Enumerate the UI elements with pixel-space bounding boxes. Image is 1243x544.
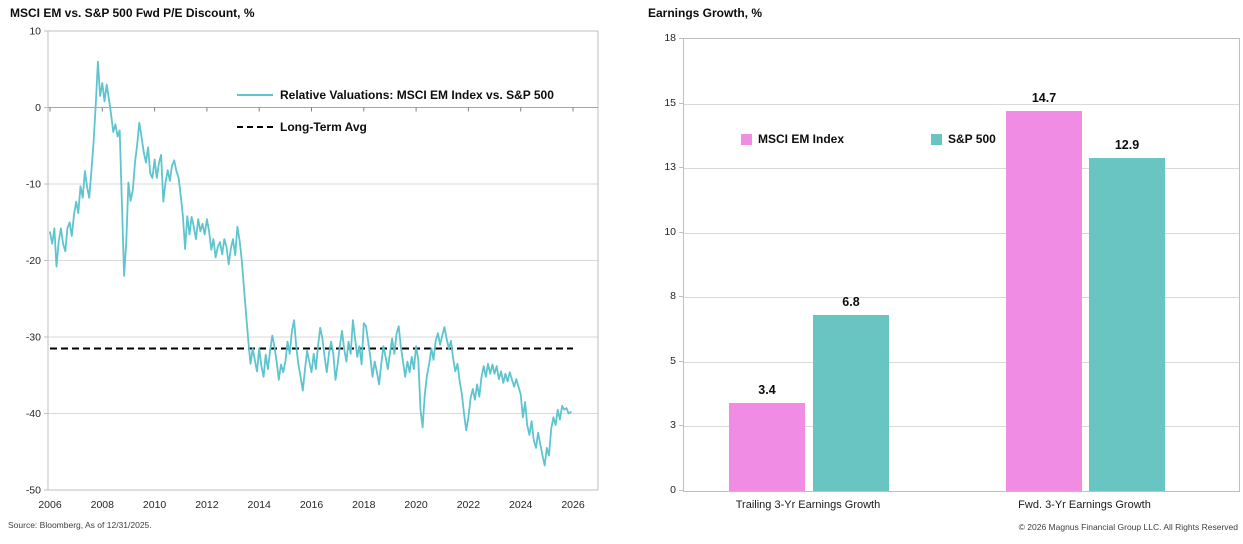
y-axis-tick-label: -30 <box>26 332 41 344</box>
y-axis-tick-label: 10 <box>664 225 676 238</box>
y-axis-tick-label: -10 <box>26 179 41 191</box>
line-legend-item-long-term-avg: Long-Term Avg <box>237 120 367 134</box>
line-legend-label: Relative Valuations: MSCI EM Index vs. S… <box>280 88 554 102</box>
x-axis-tick-label: 2020 <box>404 499 428 511</box>
line-legend-item-relative-valuations: Relative Valuations: MSCI EM Index vs. S… <box>237 88 554 102</box>
y-axis-tick <box>679 167 683 169</box>
x-axis-tick-label: 2022 <box>457 499 481 511</box>
y-axis-tick <box>679 490 683 491</box>
bar-sp500-trailing <box>813 315 889 491</box>
y-axis-tick-label: -20 <box>26 255 41 267</box>
x-axis-tick-label: 2026 <box>561 499 585 511</box>
line-chart-svg: 10 0 -10 -20 -30 -40 -50 2006 2008 2010 2012 2014 20… <box>26 26 599 511</box>
bar-chart-plot-area: MSCI EM Index S&P 500 3.4 6.8 14.7 12.9 <box>683 38 1240 492</box>
bar-value-label: 3.4 <box>758 383 776 398</box>
y-axis-tick-label: 3 <box>670 419 676 432</box>
y-axis-tick-label: 0 <box>670 484 676 496</box>
msci-em-swatch <box>741 133 752 145</box>
y-axis-tick <box>679 360 683 362</box>
bar-chart-title: Earnings Growth, % <box>648 6 763 20</box>
y-axis-tick <box>679 38 683 39</box>
x-axis-category-label: Trailing 3-Yr Earnings Growth <box>735 499 881 511</box>
gridline <box>684 232 1239 234</box>
x-axis-tick-label: 2006 <box>38 499 62 511</box>
y-axis-tick-label: 15 <box>664 96 676 109</box>
bar-msci-em-trailing <box>729 403 805 491</box>
bar-legend-label: MSCI EM Index <box>758 132 845 146</box>
y-axis-tick <box>679 425 683 427</box>
x-axis-tick-label: 2012 <box>195 499 219 511</box>
gridline <box>684 103 1239 105</box>
bar-value-label: 12.9 <box>1114 137 1140 152</box>
bar-value-label: 14.7 <box>1031 91 1057 106</box>
y-axis-tick <box>679 231 683 233</box>
x-axis-tick-label: 2014 <box>248 499 272 511</box>
plot-frame <box>47 30 599 491</box>
x-axis-tick-label: 2018 <box>352 499 376 511</box>
x-axis-category-label: Fwd. 3-Yr Earnings Growth <box>1018 499 1151 511</box>
bar-sp500-fwd <box>1089 157 1165 491</box>
bar-msci-em-fwd <box>1006 111 1082 491</box>
x-axis-tick-label: 2016 <box>300 499 324 511</box>
y-axis-tick-label: -50 <box>26 485 41 497</box>
gridline <box>684 361 1239 363</box>
gridline <box>684 168 1239 170</box>
y-axis-tick <box>679 102 683 104</box>
x-axis-tick-label: 2010 <box>143 499 167 511</box>
x-axis-tick-label: 2008 <box>91 499 115 511</box>
relative-valuations-line <box>49 60 572 467</box>
line-legend-label: Long-Term Avg <box>280 120 367 134</box>
dashed-line-swatch <box>237 126 273 128</box>
source-note: Source: Bloomberg, As of 12/31/2025. <box>8 520 152 530</box>
y-axis-tick-label: 18 <box>664 32 676 44</box>
y-axis-tick <box>679 296 683 298</box>
y-axis-tick-label: 10 <box>29 26 41 38</box>
y-axis-tick-label: 0 <box>35 102 41 114</box>
teal-line-swatch <box>237 94 273 96</box>
gridline <box>684 426 1239 428</box>
y-axis-tick-label: 13 <box>664 161 676 174</box>
y-axis-tick-label: 5 <box>670 354 676 367</box>
bar-legend-item-sp500: S&P 500 <box>931 132 996 146</box>
y-axis-tick-label: 8 <box>670 290 676 303</box>
x-axis-tick-label: 2024 <box>509 499 533 511</box>
gridline <box>684 297 1239 299</box>
y-axis-tick-label: -40 <box>26 408 41 420</box>
bar-legend-label: S&P 500 <box>948 132 996 146</box>
bar-legend-item-msci-em: MSCI EM Index <box>741 132 844 146</box>
copyright-note: © 2026 Magnus Financial Group LLC. All R… <box>1018 522 1238 532</box>
sp500-swatch <box>931 133 942 145</box>
line-chart-title: MSCI EM vs. S&P 500 Fwd P/E Discount, % <box>10 6 255 20</box>
bar-value-label: 6.8 <box>842 295 860 310</box>
